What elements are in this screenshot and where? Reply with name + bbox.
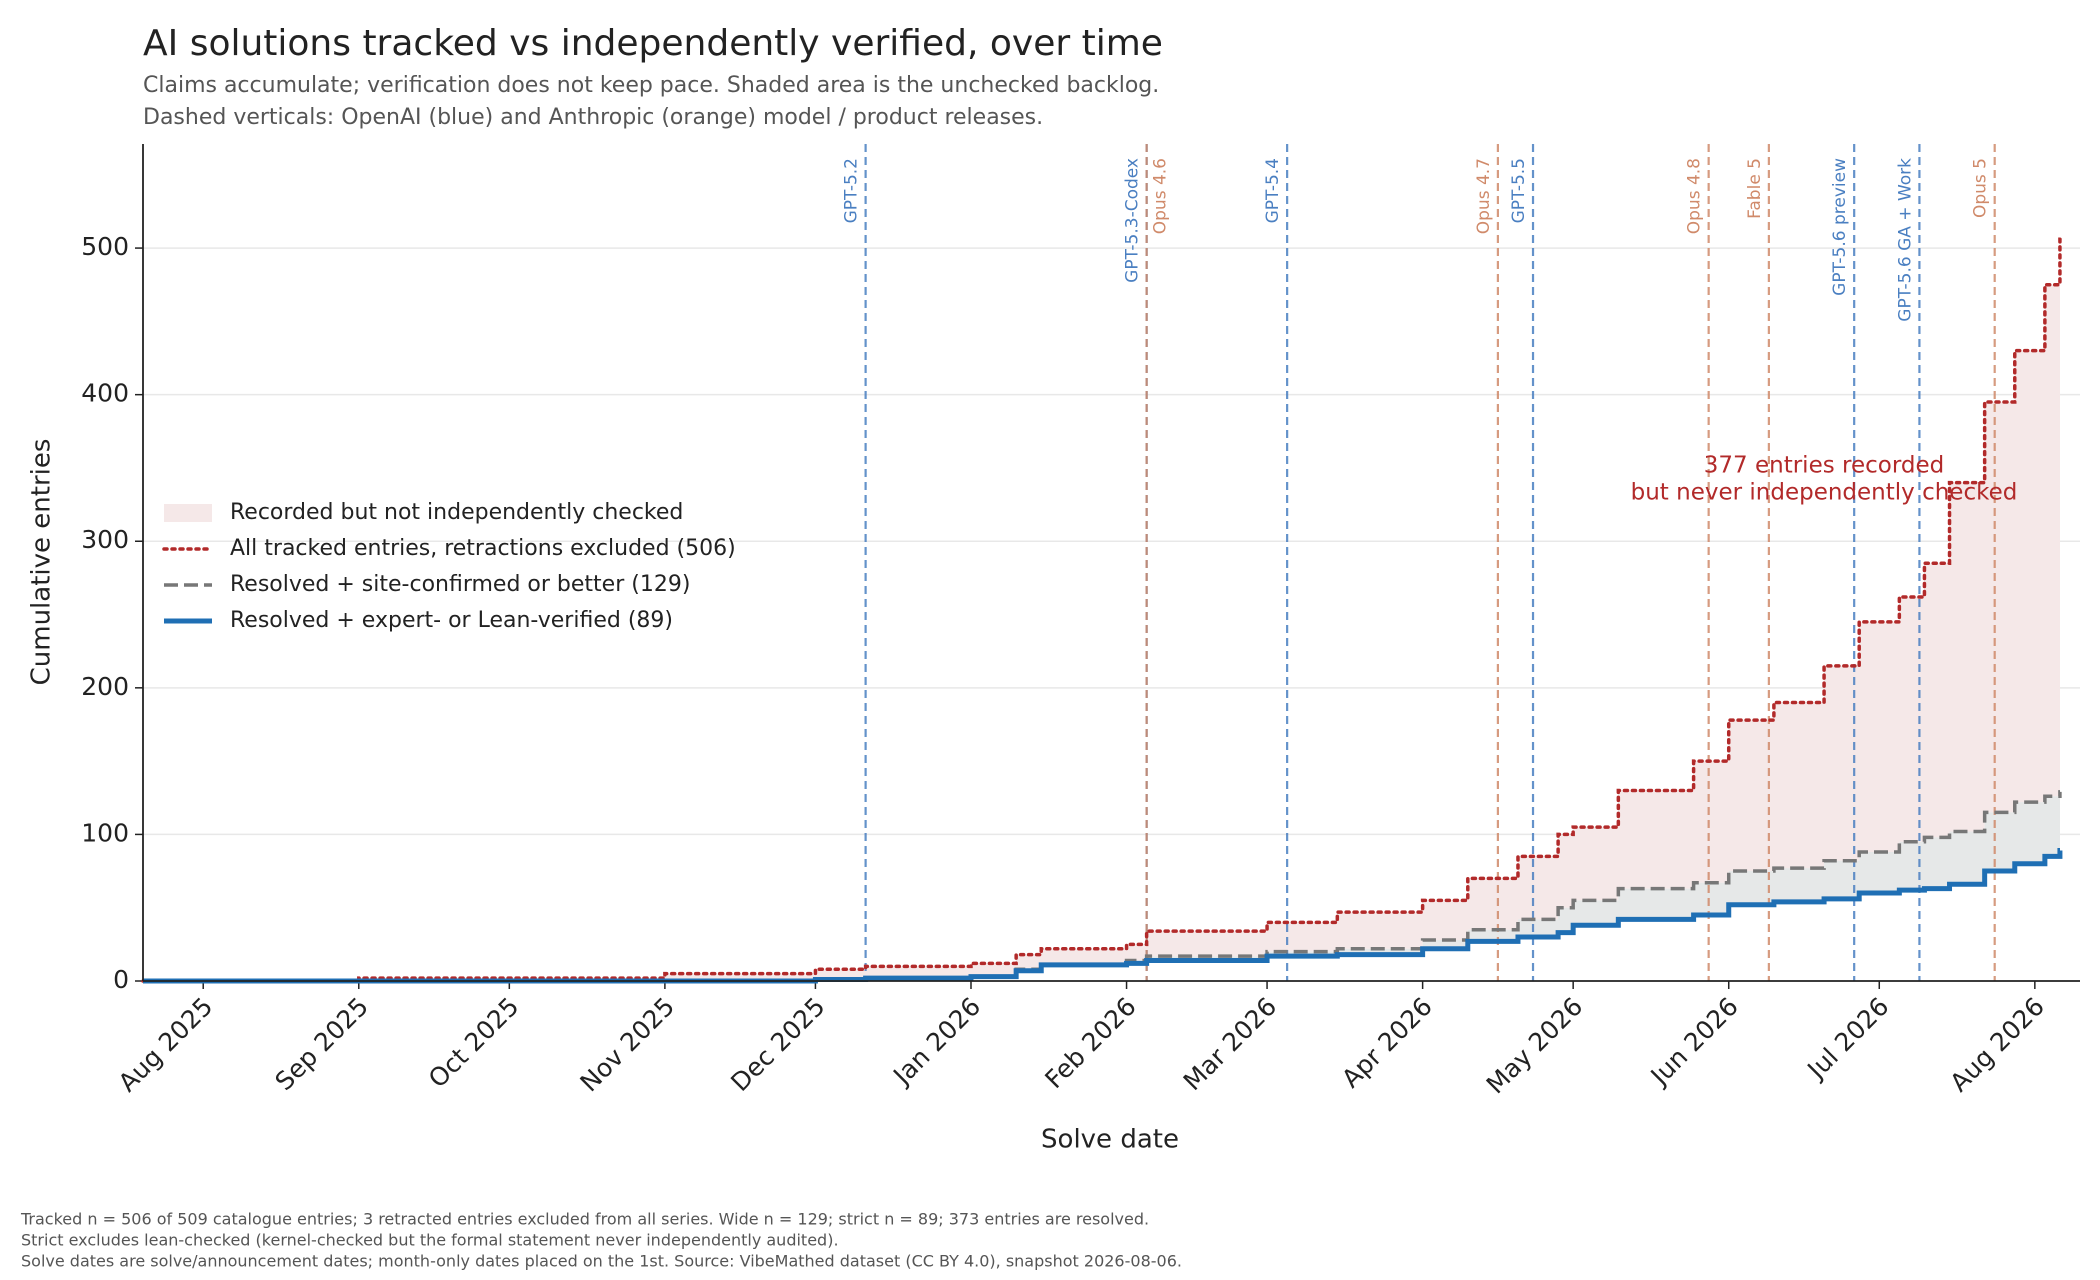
series-line [141,237,2062,983]
legend-label: All tracked entries, retractions exclude… [230,536,736,561]
x-tick-label: Jun 2026 [1644,992,1744,1092]
release-label: GPT-5.4 [1263,158,1283,223]
release-label: Opus 4.7 [1474,158,1494,234]
legend-label: Resolved + expert- or Lean-verified (89) [230,608,673,633]
annotation: 377 entries recorded [1704,453,1944,479]
x-tick-label: Oct 2025 [423,992,525,1094]
footnote: Tracked n = 506 of 509 catalogue entries… [20,1210,1149,1229]
release-label: Fable 5 [1745,158,1765,219]
x-tick-label: Apr 2026 [1336,992,1438,1094]
release-label: Opus 4.8 [1685,158,1705,234]
y-tick-label: 300 [81,525,129,554]
x-tick-label: Feb 2026 [1039,992,1141,1094]
x-tick-label: Nov 2025 [574,992,680,1098]
release-label: Opus 5 [1971,158,1991,218]
release-label: GPT-5.6 preview [1830,158,1850,296]
x-tick-label: May 2026 [1481,992,1589,1100]
chart-subtitle: Claims accumulate; verification does not… [143,73,1159,98]
release-label: GPT-5.6 GA + Work [1895,158,1915,322]
release-label: GPT-5.2 [842,158,862,223]
annotation: but never independently checked [1631,480,2018,506]
legend-swatch [164,504,212,522]
y-tick-label: 500 [81,232,129,261]
y-tick-label: 0 [113,965,129,994]
x-tick-label: Jan 2026 [886,992,986,1092]
x-tick-label: Sep 2025 [270,992,374,1096]
footnote: Solve dates are solve/announcement dates… [21,1252,1182,1271]
x-tick-label: Mar 2026 [1178,992,1282,1096]
x-tick-label: Aug 2025 [113,992,219,1098]
release-label: GPT-5.5 [1509,158,1529,223]
chart-title: AI solutions tracked vs independently ve… [143,23,1163,64]
series-line [143,848,2063,984]
y-axis-label: Cumulative entries [27,439,57,686]
footnote: Strict excludes lean-checked (kernel-che… [21,1231,839,1250]
release-label: GPT-5.3-Codex [1123,158,1143,283]
y-tick-label: 200 [81,672,129,701]
release-label: Opus 4.6 [1151,158,1171,234]
chart-subtitle: Dashed verticals: OpenAI (blue) and Anth… [143,105,1043,130]
y-tick-label: 100 [81,818,129,847]
legend-label: Resolved + site-confirmed or better (129… [230,572,690,597]
x-tick-label: Jul 2026 [1801,992,1895,1086]
legend-label: Recorded but not independently checked [230,500,683,525]
y-tick-label: 400 [81,379,129,408]
x-tick-label: Dec 2025 [725,992,830,1097]
x-axis-label: Solve date [1041,1125,1179,1155]
x-tick-label: Aug 2026 [1944,992,2050,1098]
